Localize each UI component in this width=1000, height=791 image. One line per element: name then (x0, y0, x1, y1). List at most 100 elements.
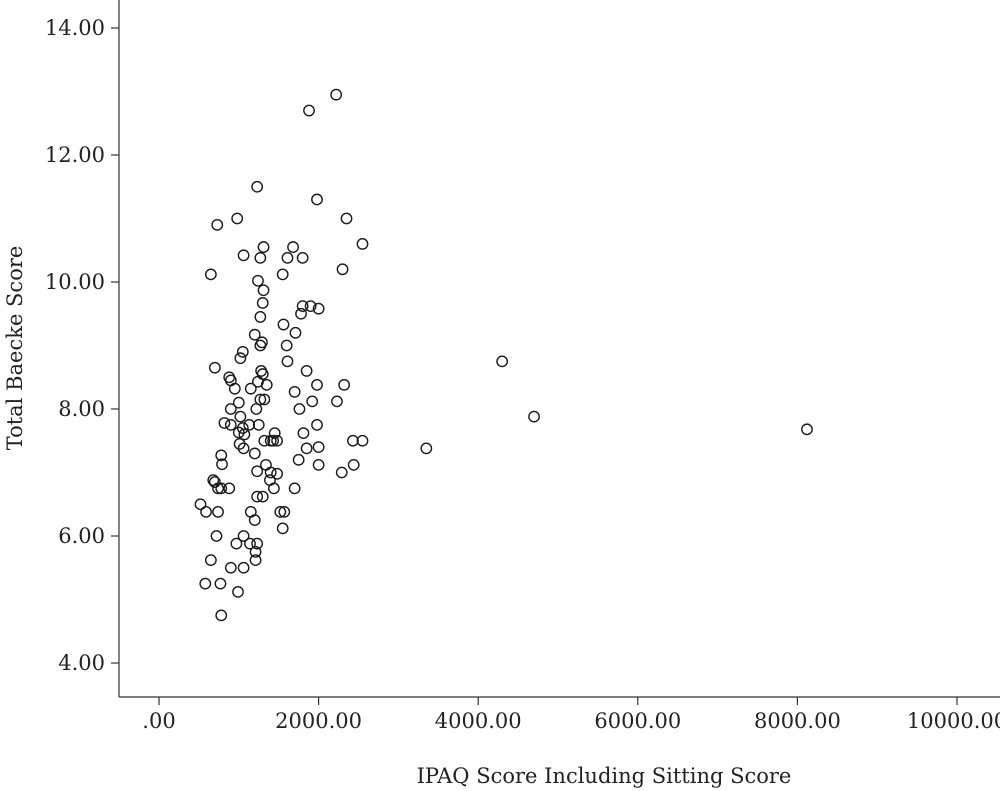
data-point (297, 427, 310, 440)
data-point (215, 449, 228, 462)
data-point (218, 417, 231, 429)
y-axis-title: Total Baecke Score (3, 246, 27, 451)
data-point (268, 482, 280, 495)
data-point (303, 104, 315, 117)
y-tick-label: 10.00 (45, 270, 105, 294)
data-point (224, 418, 237, 431)
data-point (249, 554, 262, 567)
data-point (288, 385, 301, 398)
x-axis-title: IPAQ Score Including Sitting Score (417, 764, 792, 788)
x-tick-label: 6000.00 (594, 709, 681, 733)
data-point (252, 274, 264, 287)
data-point (237, 442, 250, 455)
data-point (232, 426, 245, 439)
data-point (296, 251, 309, 264)
y-tick-label: 14.00 (45, 16, 105, 40)
data-point (252, 418, 265, 431)
data-point (277, 318, 290, 331)
data-point (237, 561, 250, 574)
data-point (274, 505, 287, 518)
data-point (256, 368, 269, 380)
data-point (215, 482, 228, 495)
x-tick-label: 4000.00 (435, 709, 522, 733)
x-tick-label: 10000.00 (907, 709, 1000, 733)
data-point (276, 522, 289, 535)
data-point (236, 345, 249, 358)
data-point (254, 311, 267, 323)
data-point (257, 241, 270, 253)
x-tick-label: 8000.00 (754, 709, 841, 733)
data-point (287, 241, 299, 253)
data-point (292, 453, 305, 466)
data-point (237, 530, 250, 542)
data-point (233, 438, 246, 450)
data-point (356, 237, 369, 250)
data-point (234, 352, 247, 365)
data-point (347, 434, 359, 447)
data-point (251, 465, 264, 478)
data-point (276, 268, 289, 281)
data-point (289, 326, 302, 339)
data-point (335, 466, 348, 479)
data-point (243, 418, 256, 431)
data-point (258, 393, 271, 406)
data-point (212, 505, 224, 518)
data-point (232, 585, 244, 598)
data-points (194, 88, 813, 622)
data-point (216, 458, 228, 471)
data-point (212, 482, 224, 495)
data-point (251, 490, 264, 503)
data-point (248, 447, 261, 460)
data-point (204, 268, 217, 281)
data-point (204, 554, 217, 567)
data-point (420, 442, 433, 455)
data-point (215, 609, 228, 622)
data-point (211, 218, 224, 231)
data-point (232, 396, 245, 409)
data-point (244, 382, 257, 395)
data-point (256, 490, 269, 503)
data-point (347, 458, 360, 471)
data-point (267, 434, 280, 447)
data-point (228, 382, 241, 395)
data-point (295, 307, 307, 320)
data-point (244, 537, 256, 550)
data-point (194, 498, 207, 511)
data-point (250, 403, 263, 415)
data-point (304, 300, 317, 313)
data-point (306, 395, 319, 408)
data-point (280, 339, 293, 352)
data-point (248, 514, 261, 527)
data-point (256, 297, 269, 309)
data-point (296, 300, 309, 313)
data-point (234, 410, 247, 423)
data-point (293, 403, 306, 415)
data-point (230, 537, 243, 550)
data-point (311, 418, 323, 431)
data-point (281, 251, 294, 264)
data-point (340, 212, 353, 225)
data-point (330, 88, 343, 101)
data-point (251, 537, 264, 550)
data-point (224, 561, 237, 574)
data-point (237, 249, 250, 262)
data-point (223, 482, 236, 495)
data-point (214, 577, 227, 590)
data-point (258, 434, 271, 447)
data-point (311, 193, 323, 206)
data-point (200, 505, 212, 518)
data-point (338, 378, 351, 391)
x-ticks: .00 2000.00 4000.00 6000.00 8000.00 10000.00 (142, 697, 1000, 733)
data-point (254, 251, 267, 264)
data-point (300, 442, 313, 455)
data-point (331, 395, 343, 408)
axes (118, 0, 1000, 698)
data-point (264, 466, 277, 479)
data-point (208, 476, 221, 488)
data-point (249, 545, 262, 558)
data-point (356, 434, 369, 447)
data-point (496, 355, 509, 368)
data-point (312, 458, 325, 471)
data-point (248, 328, 261, 341)
